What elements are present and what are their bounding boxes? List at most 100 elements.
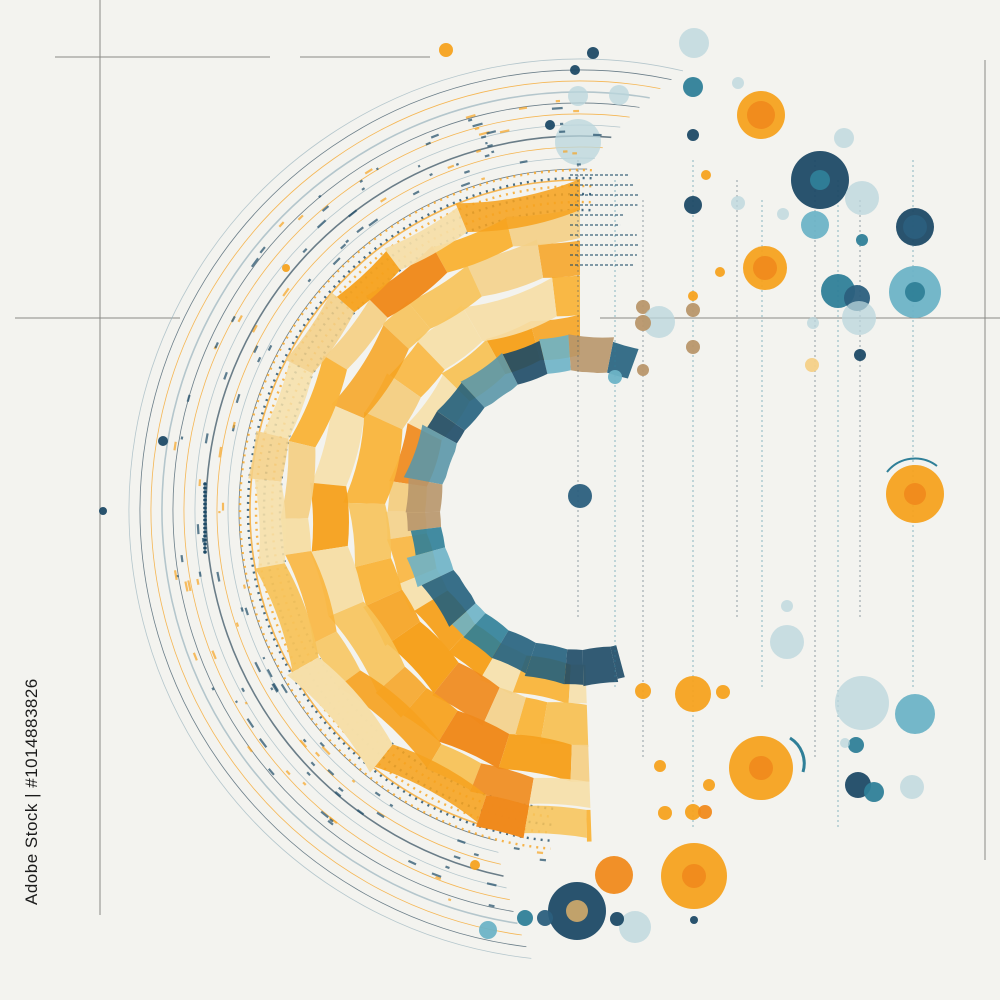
tick-mark (412, 190, 420, 196)
tick-mark (359, 179, 364, 183)
tick-mark (278, 221, 285, 228)
tick-mark (351, 779, 356, 783)
data-circle (545, 120, 555, 130)
tick-mark (576, 163, 581, 166)
tick-mark (487, 143, 493, 148)
data-circle (439, 43, 453, 57)
tick-mark (318, 194, 322, 199)
tick-mark (237, 314, 243, 323)
ring-segment (387, 621, 459, 694)
teal-segment (406, 547, 454, 588)
tick-mark (267, 344, 273, 352)
data-circle (770, 625, 804, 659)
thin-arc (139, 69, 672, 948)
tick-mark (204, 433, 209, 444)
tick-mark (447, 898, 452, 902)
ring-segment (382, 301, 431, 349)
ring-segment (551, 275, 580, 317)
tick-mark (559, 122, 564, 126)
tick-mark (478, 130, 490, 136)
data-circle (684, 196, 702, 214)
dotted-arc (246, 176, 592, 842)
tick-mark (485, 141, 488, 145)
tick-mark (499, 129, 510, 134)
tick-mark (389, 803, 394, 808)
dot-mark (203, 482, 207, 486)
tick-mark (302, 781, 307, 786)
data-circle (747, 101, 775, 129)
data-circle (608, 370, 622, 384)
tick-mark (555, 99, 561, 103)
teal-segment (610, 645, 625, 679)
tick-mark (306, 771, 311, 776)
teal-segment (405, 478, 443, 513)
data-circle (654, 760, 666, 772)
ring-segment (287, 657, 393, 773)
tick-mark (425, 141, 432, 146)
tick-mark (572, 152, 577, 155)
tick-mark (488, 903, 495, 908)
tick-mark (235, 393, 241, 404)
dot-mark (203, 538, 207, 542)
tick-mark (198, 571, 202, 577)
ring-segment (343, 411, 403, 505)
teal-segment (421, 570, 476, 627)
ring-segment (515, 697, 548, 740)
data-circle (845, 181, 879, 215)
data-circle (555, 119, 601, 165)
data-circle (637, 364, 649, 376)
ring-segment (403, 687, 458, 742)
tick-mark (374, 791, 381, 797)
data-circle (900, 775, 924, 799)
tick-mark (267, 768, 275, 776)
thin-arc (227, 157, 595, 853)
data-circle (777, 208, 789, 220)
tick-mark (230, 315, 236, 323)
ring-segment (347, 502, 392, 568)
data-circle (840, 738, 850, 748)
data-circle (566, 900, 588, 922)
data-circle (895, 694, 935, 734)
tick-mark (211, 687, 215, 691)
ring-segment (455, 179, 580, 233)
teal-segment (524, 642, 568, 685)
tick-mark (338, 786, 344, 793)
data-circle (807, 317, 819, 329)
teal-segment (452, 603, 486, 637)
dot-mark (203, 518, 207, 522)
tick-mark (244, 701, 248, 705)
tick-mark (334, 791, 342, 798)
data-circle (685, 804, 701, 820)
tick-mark (356, 809, 365, 816)
tick-mark (364, 168, 373, 175)
tick-mark (259, 246, 266, 254)
ring-segment (476, 795, 530, 839)
ring-segment (280, 440, 316, 520)
ring-segment (288, 355, 347, 448)
tick-mark (314, 751, 321, 757)
tick-mark (214, 341, 219, 349)
tick-mark (297, 214, 304, 221)
data-circle (835, 676, 889, 730)
tick-mark (282, 287, 290, 297)
dot-mark (203, 526, 207, 530)
ring-segment (311, 404, 364, 487)
data-circle (570, 65, 580, 75)
tick-mark (285, 769, 291, 776)
data-circle (688, 291, 698, 301)
tick-mark (252, 324, 258, 333)
ring-segment (540, 702, 589, 747)
tick-mark (417, 164, 421, 168)
dot-mark (203, 514, 207, 518)
data-circle (658, 806, 672, 820)
data-circle (810, 170, 830, 190)
ring-segment (311, 631, 361, 687)
data-circle (282, 264, 290, 272)
tick-mark (235, 700, 238, 704)
tick-mark (407, 859, 417, 866)
data-circle (834, 128, 854, 148)
tick-mark (244, 607, 249, 616)
tick-mark (463, 169, 470, 174)
accent-arc (789, 736, 806, 773)
ring-center (442, 372, 718, 648)
